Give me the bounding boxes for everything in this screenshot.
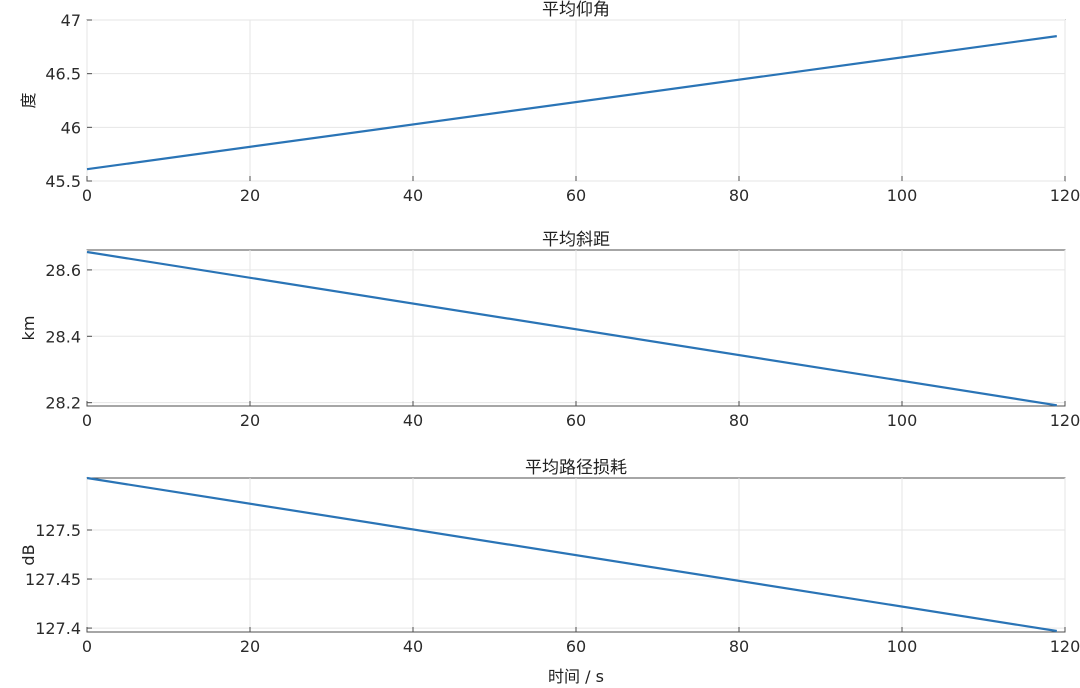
x-tick-label: 120 [1050, 411, 1080, 430]
x-axis-label: 时间 / s [548, 667, 604, 686]
y-axis-label: 度 [19, 92, 38, 108]
series-layer [86, 35, 1057, 171]
series-line [86, 250, 1057, 407]
x-tick-label: 80 [729, 637, 749, 656]
y-tick-label: 47 [61, 11, 81, 30]
x-tick-label: 40 [403, 411, 423, 430]
chart-title: 平均路径损耗 [525, 458, 627, 478]
x-ticks: 0 20 40 60 80 100 120 [82, 401, 1080, 430]
x-tick-label: 20 [240, 186, 260, 205]
x-tick-label: 120 [1050, 186, 1080, 205]
x-tick-label: 40 [403, 637, 423, 656]
y-tick-label: 46 [61, 118, 81, 137]
x-tick-label: 20 [240, 637, 260, 656]
x-tick-label: 100 [887, 186, 918, 205]
y-axis-label: dB [19, 544, 38, 565]
x-tick-label: 60 [566, 637, 586, 656]
x-tick-label: 20 [240, 411, 260, 430]
y-axis-label: km [19, 316, 38, 341]
x-tick-label: 40 [403, 186, 423, 205]
y-tick-label: 127.4 [35, 619, 81, 638]
y-ticks: 127.4 127.45 127.5 [25, 521, 92, 638]
chart-title: 平均仰角 [542, 0, 610, 20]
x-tick-label: 80 [729, 186, 749, 205]
y-tick-label: 28.6 [45, 261, 81, 280]
x-tick-label: 0 [82, 637, 92, 656]
x-tick-label: 60 [566, 186, 586, 205]
x-tick-label: 60 [566, 411, 586, 430]
x-tick-label: 120 [1050, 637, 1080, 656]
series-layer [86, 250, 1057, 407]
x-ticks: 0 20 40 60 80 100 120 [82, 627, 1080, 656]
y-tick-label: 127.45 [25, 570, 81, 589]
series-line [86, 476, 1057, 633]
subplot-elevation: 0 20 40 60 80 100 120 45.5 46 46.5 47 平均仰角 度 [19, 0, 1080, 205]
y-tick-label: 28.4 [45, 327, 81, 346]
grid [86, 19, 1066, 182]
subplot-slant-range: 0 20 40 60 80 100 120 28.2 28.4 28.6 平均斜距 km [19, 230, 1080, 430]
y-tick-label: 28.2 [45, 394, 81, 413]
x-ticks: 0 20 40 60 80 100 120 [82, 176, 1080, 205]
y-tick-label: 46.5 [45, 65, 81, 84]
x-tick-label: 0 [82, 186, 92, 205]
x-tick-label: 100 [887, 637, 918, 656]
y-ticks: 45.5 46 46.5 47 [45, 11, 92, 191]
chart-title: 平均斜距 [542, 230, 610, 250]
y-tick-label: 127.5 [35, 521, 81, 540]
series-layer [86, 476, 1057, 633]
series-line [86, 35, 1057, 171]
y-ticks: 28.2 28.4 28.6 [45, 261, 92, 413]
x-tick-label: 80 [729, 411, 749, 430]
y-tick-label: 45.5 [45, 172, 81, 191]
x-tick-label: 0 [82, 411, 92, 430]
x-tick-label: 100 [887, 411, 918, 430]
